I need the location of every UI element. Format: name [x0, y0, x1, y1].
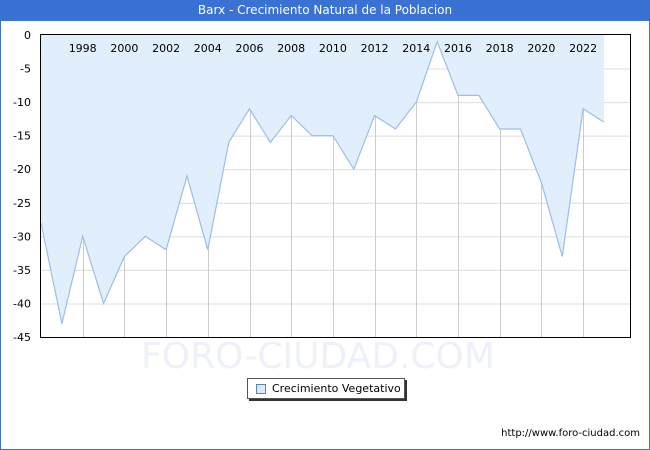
x-tick-label: 2016: [444, 42, 472, 55]
x-tick-label: 2014: [402, 42, 430, 55]
x-tick-label: 2012: [361, 42, 389, 55]
watermark-text: FORO-CIUDAD.COM: [141, 336, 495, 377]
y-tick-label: -25: [13, 197, 31, 210]
x-tick-label: 1998: [69, 42, 97, 55]
y-tick-label: -45: [13, 331, 31, 344]
y-tick-label: -40: [13, 297, 31, 310]
y-tick-label: -10: [13, 96, 31, 109]
x-tick-label: 2002: [152, 42, 180, 55]
y-tick-label: -35: [13, 264, 31, 277]
legend: Crecimiento Vegetativo: [247, 378, 405, 399]
y-tick-label: -15: [13, 130, 31, 143]
y-tick-label: -20: [13, 163, 31, 176]
data-line: [40, 39, 605, 324]
chart-title: Barx - Crecimiento Natural de la Poblaci…: [0, 0, 650, 21]
x-tick-label: 2008: [277, 42, 305, 55]
legend-swatch-icon: [256, 384, 266, 394]
x-axis-ticks: 1998 2000 2002 2004 2006 2008 2010 2012 2014 2016…: [69, 42, 597, 55]
x-tick-label: 2022: [569, 42, 597, 55]
data-series-area: [40, 35, 605, 324]
watermark: FORO-CIUDAD.COM: [141, 336, 495, 377]
x-tick-label: 2000: [110, 42, 138, 55]
source-url: http://www.foro-ciudad.com: [501, 428, 640, 439]
x-tick-label: 2004: [194, 42, 222, 55]
x-tick-label: 2018: [486, 42, 514, 55]
y-tick-label: 0: [24, 29, 31, 42]
y-tick-label: -30: [13, 230, 31, 243]
y-axis-ticks: 0 -5 -10 -15 -20 -25 -30 -35 -40 -45: [13, 29, 31, 344]
y-tick-label: -5: [20, 63, 31, 76]
plot-border: [40, 34, 631, 338]
legend-label: Crecimiento Vegetativo: [272, 382, 401, 395]
area-fill: [41, 35, 604, 324]
x-tick-label: 2010: [319, 42, 347, 55]
x-tick-label: 2020: [527, 42, 555, 55]
x-tick-label: 2006: [236, 42, 264, 55]
